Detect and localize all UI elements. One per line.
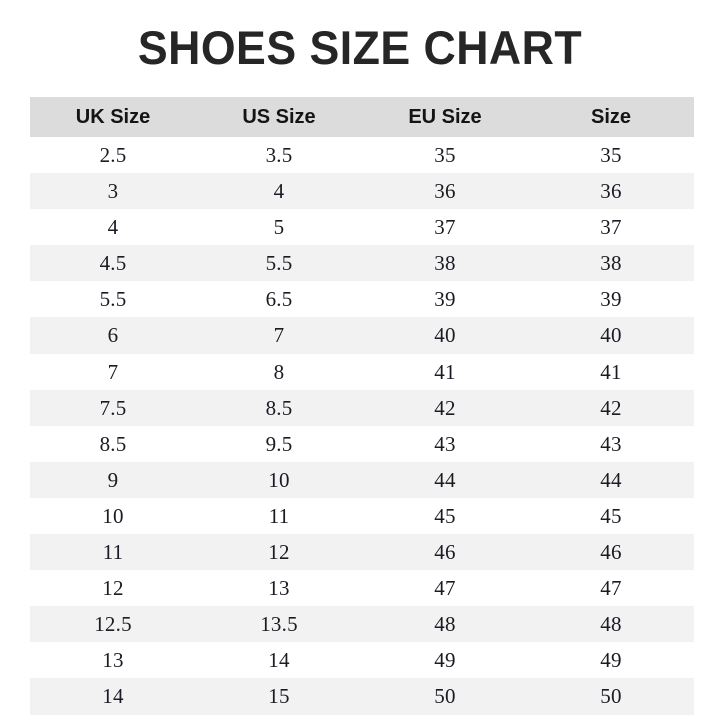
- table-header: UK Size US Size EU Size Size: [30, 97, 694, 137]
- table-cell: 10: [30, 497, 196, 535]
- table-cell: 9: [30, 461, 196, 498]
- table-cell: 36: [528, 173, 694, 210]
- table-cell: 14: [30, 678, 196, 715]
- table-cell: 49: [362, 642, 528, 679]
- table-cell: 7.5: [30, 389, 196, 426]
- table-cell: 35: [362, 137, 528, 174]
- table-cell: 44: [362, 461, 528, 498]
- table-cell: 47: [362, 570, 528, 607]
- page-title: SHOES SIZE CHART: [137, 21, 583, 74]
- table-cell: 37: [528, 209, 694, 246]
- table-cell: 45: [362, 497, 528, 535]
- table-cell: 11: [30, 534, 196, 571]
- table-cell: 6: [30, 317, 196, 354]
- table-cell: 49: [528, 642, 694, 679]
- table-cell: 10: [196, 461, 362, 498]
- table-cell: 5.5: [30, 281, 196, 318]
- table-cell: 50: [528, 678, 694, 715]
- table-cell: 46: [528, 534, 694, 571]
- column-header-us-size: US Size: [196, 97, 362, 137]
- table-cell: 39: [528, 281, 694, 318]
- table-row: 6 7 40 40: [30, 317, 694, 354]
- table-cell: 4: [30, 209, 196, 246]
- table-cell: 8.5: [30, 425, 196, 462]
- table-cell: 3.5: [196, 137, 362, 174]
- table-cell: 44: [528, 461, 694, 498]
- table-row: 7.5 8.5 42 42: [30, 389, 694, 426]
- table-cell: 50: [362, 678, 528, 715]
- table-cell: 13: [30, 642, 196, 679]
- table-cell: 42: [362, 389, 528, 426]
- table-cell: 47: [528, 570, 694, 607]
- table-cell: 40: [528, 317, 694, 354]
- table-cell: 37: [362, 209, 528, 246]
- table-cell: 4: [196, 173, 362, 210]
- table-row: 4.5 5.5 38 38: [30, 245, 694, 282]
- table-cell: 35: [528, 137, 694, 174]
- table-cell: 2.5: [30, 137, 196, 174]
- table-row: 7 8 41 41: [30, 353, 694, 390]
- table-header-row: UK Size US Size EU Size Size: [30, 97, 694, 137]
- table-row: 14 15 50 50: [30, 678, 694, 715]
- table-cell: 4.5: [30, 245, 196, 282]
- table-cell: 13: [196, 570, 362, 607]
- table-row: 3 4 36 36: [30, 173, 694, 210]
- table-cell: 8: [196, 353, 362, 390]
- table-cell: 7: [196, 317, 362, 354]
- table-row: 13 14 49 49: [30, 642, 694, 679]
- table-cell: 45: [528, 497, 694, 535]
- table-cell: 41: [528, 353, 694, 390]
- table-row: 11 12 46 46: [30, 534, 694, 571]
- table-cell: 48: [362, 606, 528, 643]
- table-cell: 12.5: [30, 606, 196, 643]
- table-cell: 8.5: [196, 389, 362, 426]
- table-row: 2.5 3.5 35 35: [30, 137, 694, 174]
- table-cell: 14: [196, 642, 362, 679]
- column-header-uk-size: UK Size: [30, 97, 196, 137]
- table-cell: 5.5: [196, 245, 362, 282]
- table-row: 8.5 9.5 43 43: [30, 425, 694, 462]
- column-header-eu-size: EU Size: [362, 97, 528, 137]
- table-cell: 7: [30, 353, 196, 390]
- table-body: 2.5 3.5 35 35 3 4 36 36 4 5 37 37 4.5 5.5 38 38 5.5 6.5 39…: [30, 137, 694, 715]
- table-cell: 41: [362, 353, 528, 390]
- table-cell: 5: [196, 209, 362, 246]
- table-cell: 13.5: [196, 606, 362, 643]
- table-cell: 46: [362, 534, 528, 571]
- table-row: 12 13 47 47: [30, 570, 694, 607]
- column-header-size: Size: [528, 97, 694, 137]
- table-cell: 48: [528, 606, 694, 643]
- table-cell: 43: [528, 425, 694, 462]
- table-row: 5.5 6.5 39 39: [30, 281, 694, 318]
- table-row: 12.5 13.5 48 48: [30, 606, 694, 643]
- table-cell: 36: [362, 173, 528, 210]
- table-row: 10 11 45 45: [30, 497, 694, 535]
- table-cell: 42: [528, 389, 694, 426]
- size-chart-table: UK Size US Size EU Size Size 2.5 3.5 35 35 3…: [30, 97, 694, 715]
- table-row: 4 5 37 37: [30, 209, 694, 246]
- table-cell: 15: [196, 678, 362, 715]
- table-cell: 43: [362, 425, 528, 462]
- table-cell: 40: [362, 317, 528, 354]
- table-cell: 11: [196, 497, 362, 535]
- table-cell: 39: [362, 281, 528, 318]
- table-cell: 38: [362, 245, 528, 282]
- table-cell: 9.5: [196, 425, 362, 462]
- table-row: 9 10 44 44: [30, 461, 694, 498]
- table-cell: 12: [30, 570, 196, 607]
- table-cell: 3: [30, 173, 196, 210]
- table-cell: 12: [196, 534, 362, 571]
- table-cell: 6.5: [196, 281, 362, 318]
- table-cell: 38: [528, 245, 694, 282]
